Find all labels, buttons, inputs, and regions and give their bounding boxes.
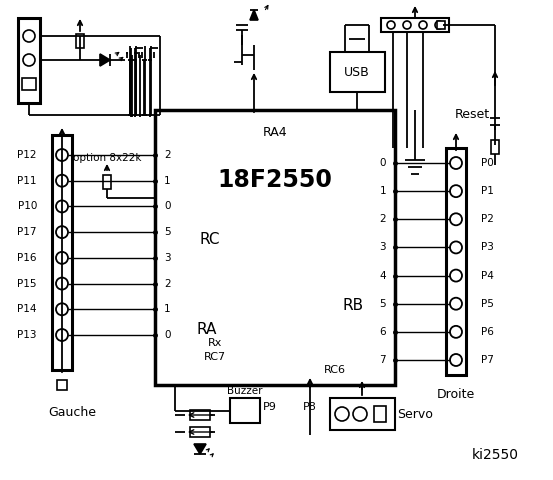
Text: 1: 1: [379, 186, 386, 196]
Text: ki2550: ki2550: [472, 448, 519, 462]
Bar: [437, 21, 445, 29]
Text: P2: P2: [481, 214, 494, 224]
Circle shape: [450, 298, 462, 310]
Text: Buzzer: Buzzer: [227, 386, 263, 396]
Text: 4: 4: [379, 271, 386, 281]
Text: 3: 3: [379, 242, 386, 252]
Text: USB: USB: [344, 65, 370, 79]
Circle shape: [387, 21, 395, 29]
Text: P9: P9: [263, 402, 277, 412]
Circle shape: [56, 201, 68, 213]
Bar: [18, 18, 40, 103]
Bar: [491, 140, 499, 154]
Circle shape: [56, 175, 68, 187]
Bar: [330, 52, 385, 92]
Text: P13: P13: [18, 330, 37, 340]
Text: 6: 6: [379, 327, 386, 337]
Circle shape: [450, 270, 462, 282]
Polygon shape: [194, 444, 206, 454]
Circle shape: [335, 407, 349, 421]
Circle shape: [450, 354, 462, 366]
Text: P10: P10: [18, 202, 37, 211]
Circle shape: [450, 157, 462, 169]
Text: P6: P6: [481, 327, 494, 337]
Text: Gauche: Gauche: [48, 406, 96, 419]
Text: 0: 0: [164, 202, 170, 211]
Bar: [57, 380, 67, 390]
Text: 7: 7: [379, 355, 386, 365]
Text: 2: 2: [164, 278, 171, 288]
Text: P4: P4: [481, 271, 494, 281]
Bar: [230, 398, 260, 423]
Text: P17: P17: [18, 227, 37, 237]
Bar: [190, 410, 210, 420]
Circle shape: [450, 213, 462, 225]
Text: Servo: Servo: [397, 408, 433, 420]
Text: Reset: Reset: [455, 108, 490, 121]
Text: 1: 1: [164, 304, 171, 314]
Bar: [330, 398, 395, 430]
Text: Rx: Rx: [208, 338, 222, 348]
Text: Droite: Droite: [437, 388, 475, 401]
Circle shape: [23, 30, 35, 42]
Circle shape: [56, 277, 68, 289]
Bar: [155, 110, 395, 385]
Text: 2: 2: [164, 150, 171, 160]
Bar: [52, 135, 72, 370]
Circle shape: [403, 21, 411, 29]
Circle shape: [450, 241, 462, 253]
Text: RC: RC: [200, 232, 220, 248]
Bar: [381, 18, 449, 32]
Text: RC7: RC7: [204, 352, 226, 362]
Text: P16: P16: [18, 253, 37, 263]
Text: P14: P14: [18, 304, 37, 314]
Polygon shape: [250, 10, 258, 20]
Circle shape: [56, 252, 68, 264]
Text: 1: 1: [164, 176, 171, 186]
Circle shape: [450, 326, 462, 338]
Text: P3: P3: [481, 242, 494, 252]
Circle shape: [56, 329, 68, 341]
Bar: [446, 148, 466, 375]
Text: P0: P0: [481, 158, 494, 168]
Text: option 8x22k: option 8x22k: [73, 153, 141, 163]
Text: RB: RB: [342, 298, 363, 312]
Text: 0: 0: [164, 330, 170, 340]
Circle shape: [56, 303, 68, 315]
Bar: [374, 406, 386, 422]
Text: RC6: RC6: [324, 365, 346, 375]
Bar: [22, 78, 36, 90]
Text: 3: 3: [164, 253, 171, 263]
Text: 18F2550: 18F2550: [217, 168, 332, 192]
Text: P1: P1: [481, 186, 494, 196]
Text: 5: 5: [379, 299, 386, 309]
Circle shape: [56, 226, 68, 238]
Circle shape: [23, 54, 35, 66]
Circle shape: [56, 149, 68, 161]
Bar: [103, 175, 111, 189]
Circle shape: [419, 21, 427, 29]
Text: P7: P7: [481, 355, 494, 365]
Text: RA4: RA4: [263, 125, 288, 139]
Text: RA: RA: [197, 323, 217, 337]
Text: P11: P11: [18, 176, 37, 186]
Bar: [190, 427, 210, 437]
Text: 2: 2: [379, 214, 386, 224]
Text: P8: P8: [303, 402, 317, 412]
Text: 0: 0: [379, 158, 386, 168]
Text: P15: P15: [18, 278, 37, 288]
Bar: [76, 34, 84, 48]
Circle shape: [435, 21, 443, 29]
Circle shape: [353, 407, 367, 421]
Circle shape: [450, 185, 462, 197]
Text: P5: P5: [481, 299, 494, 309]
Polygon shape: [100, 54, 110, 66]
Text: P12: P12: [18, 150, 37, 160]
Text: 5: 5: [164, 227, 171, 237]
